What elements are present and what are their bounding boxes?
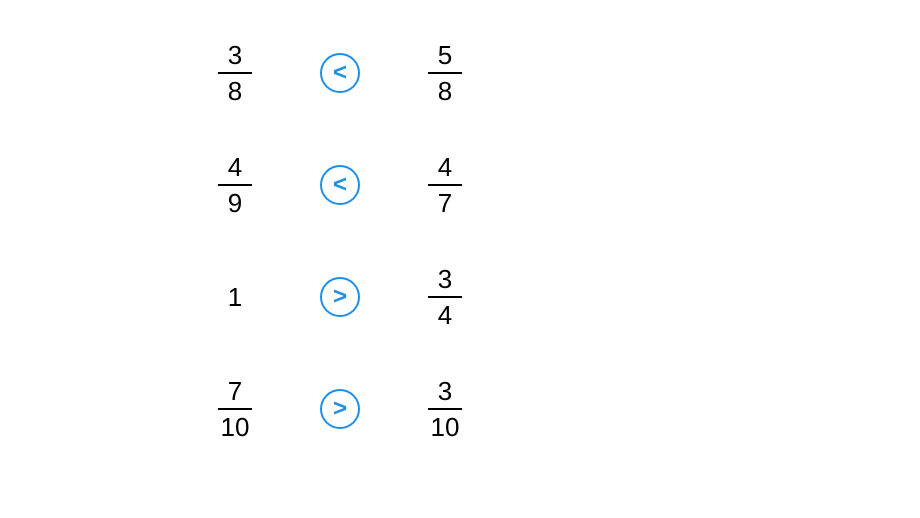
operator-cell: > bbox=[290, 389, 390, 429]
right-operand: 3 10 bbox=[390, 376, 500, 442]
fraction: 3 4 bbox=[428, 264, 462, 330]
numerator: 3 bbox=[432, 264, 458, 294]
comparison-operator[interactable]: < bbox=[320, 53, 360, 93]
denominator: 10 bbox=[215, 412, 256, 442]
fraction-bar bbox=[218, 408, 252, 410]
fraction-bar bbox=[218, 72, 252, 74]
comparison-operator[interactable]: < bbox=[320, 165, 360, 205]
denominator: 8 bbox=[222, 76, 248, 106]
comparison-operator[interactable]: > bbox=[320, 277, 360, 317]
denominator: 4 bbox=[432, 300, 458, 330]
denominator: 7 bbox=[432, 188, 458, 218]
denominator: 10 bbox=[425, 412, 466, 442]
operator-cell: < bbox=[290, 165, 390, 205]
numerator: 4 bbox=[432, 152, 458, 182]
fraction: 4 7 bbox=[428, 152, 462, 218]
fraction-bar bbox=[428, 296, 462, 298]
numerator: 4 bbox=[222, 152, 248, 182]
whole-number: 1 bbox=[228, 284, 242, 310]
denominator: 8 bbox=[432, 76, 458, 106]
right-operand: 4 7 bbox=[390, 152, 500, 218]
left-operand: 1 bbox=[180, 284, 290, 310]
operator-cell: > bbox=[290, 277, 390, 317]
comparison-row: 3 8 < 5 8 bbox=[180, 40, 500, 106]
comparison-operator[interactable]: > bbox=[320, 389, 360, 429]
comparison-row: 7 10 > 3 10 bbox=[180, 376, 500, 442]
comparison-row: 1 > 3 4 bbox=[180, 264, 500, 330]
right-operand: 5 8 bbox=[390, 40, 500, 106]
fraction: 3 8 bbox=[218, 40, 252, 106]
comparison-row: 4 9 < 4 7 bbox=[180, 152, 500, 218]
left-operand: 3 8 bbox=[180, 40, 290, 106]
numerator: 7 bbox=[222, 376, 248, 406]
fraction-bar bbox=[428, 408, 462, 410]
denominator: 9 bbox=[222, 188, 248, 218]
fraction-bar bbox=[428, 184, 462, 186]
fraction: 5 8 bbox=[428, 40, 462, 106]
numerator: 5 bbox=[432, 40, 458, 70]
fraction: 7 10 bbox=[215, 376, 256, 442]
fraction: 4 9 bbox=[218, 152, 252, 218]
fraction-bar bbox=[218, 184, 252, 186]
left-operand: 4 9 bbox=[180, 152, 290, 218]
fraction-bar bbox=[428, 72, 462, 74]
left-operand: 7 10 bbox=[180, 376, 290, 442]
numerator: 3 bbox=[432, 376, 458, 406]
operator-cell: < bbox=[290, 53, 390, 93]
fraction: 3 10 bbox=[425, 376, 466, 442]
right-operand: 3 4 bbox=[390, 264, 500, 330]
comparison-rows: 3 8 < 5 8 4 9 bbox=[180, 40, 500, 442]
numerator: 3 bbox=[222, 40, 248, 70]
worksheet-page: 3 8 < 5 8 4 9 bbox=[0, 0, 920, 518]
